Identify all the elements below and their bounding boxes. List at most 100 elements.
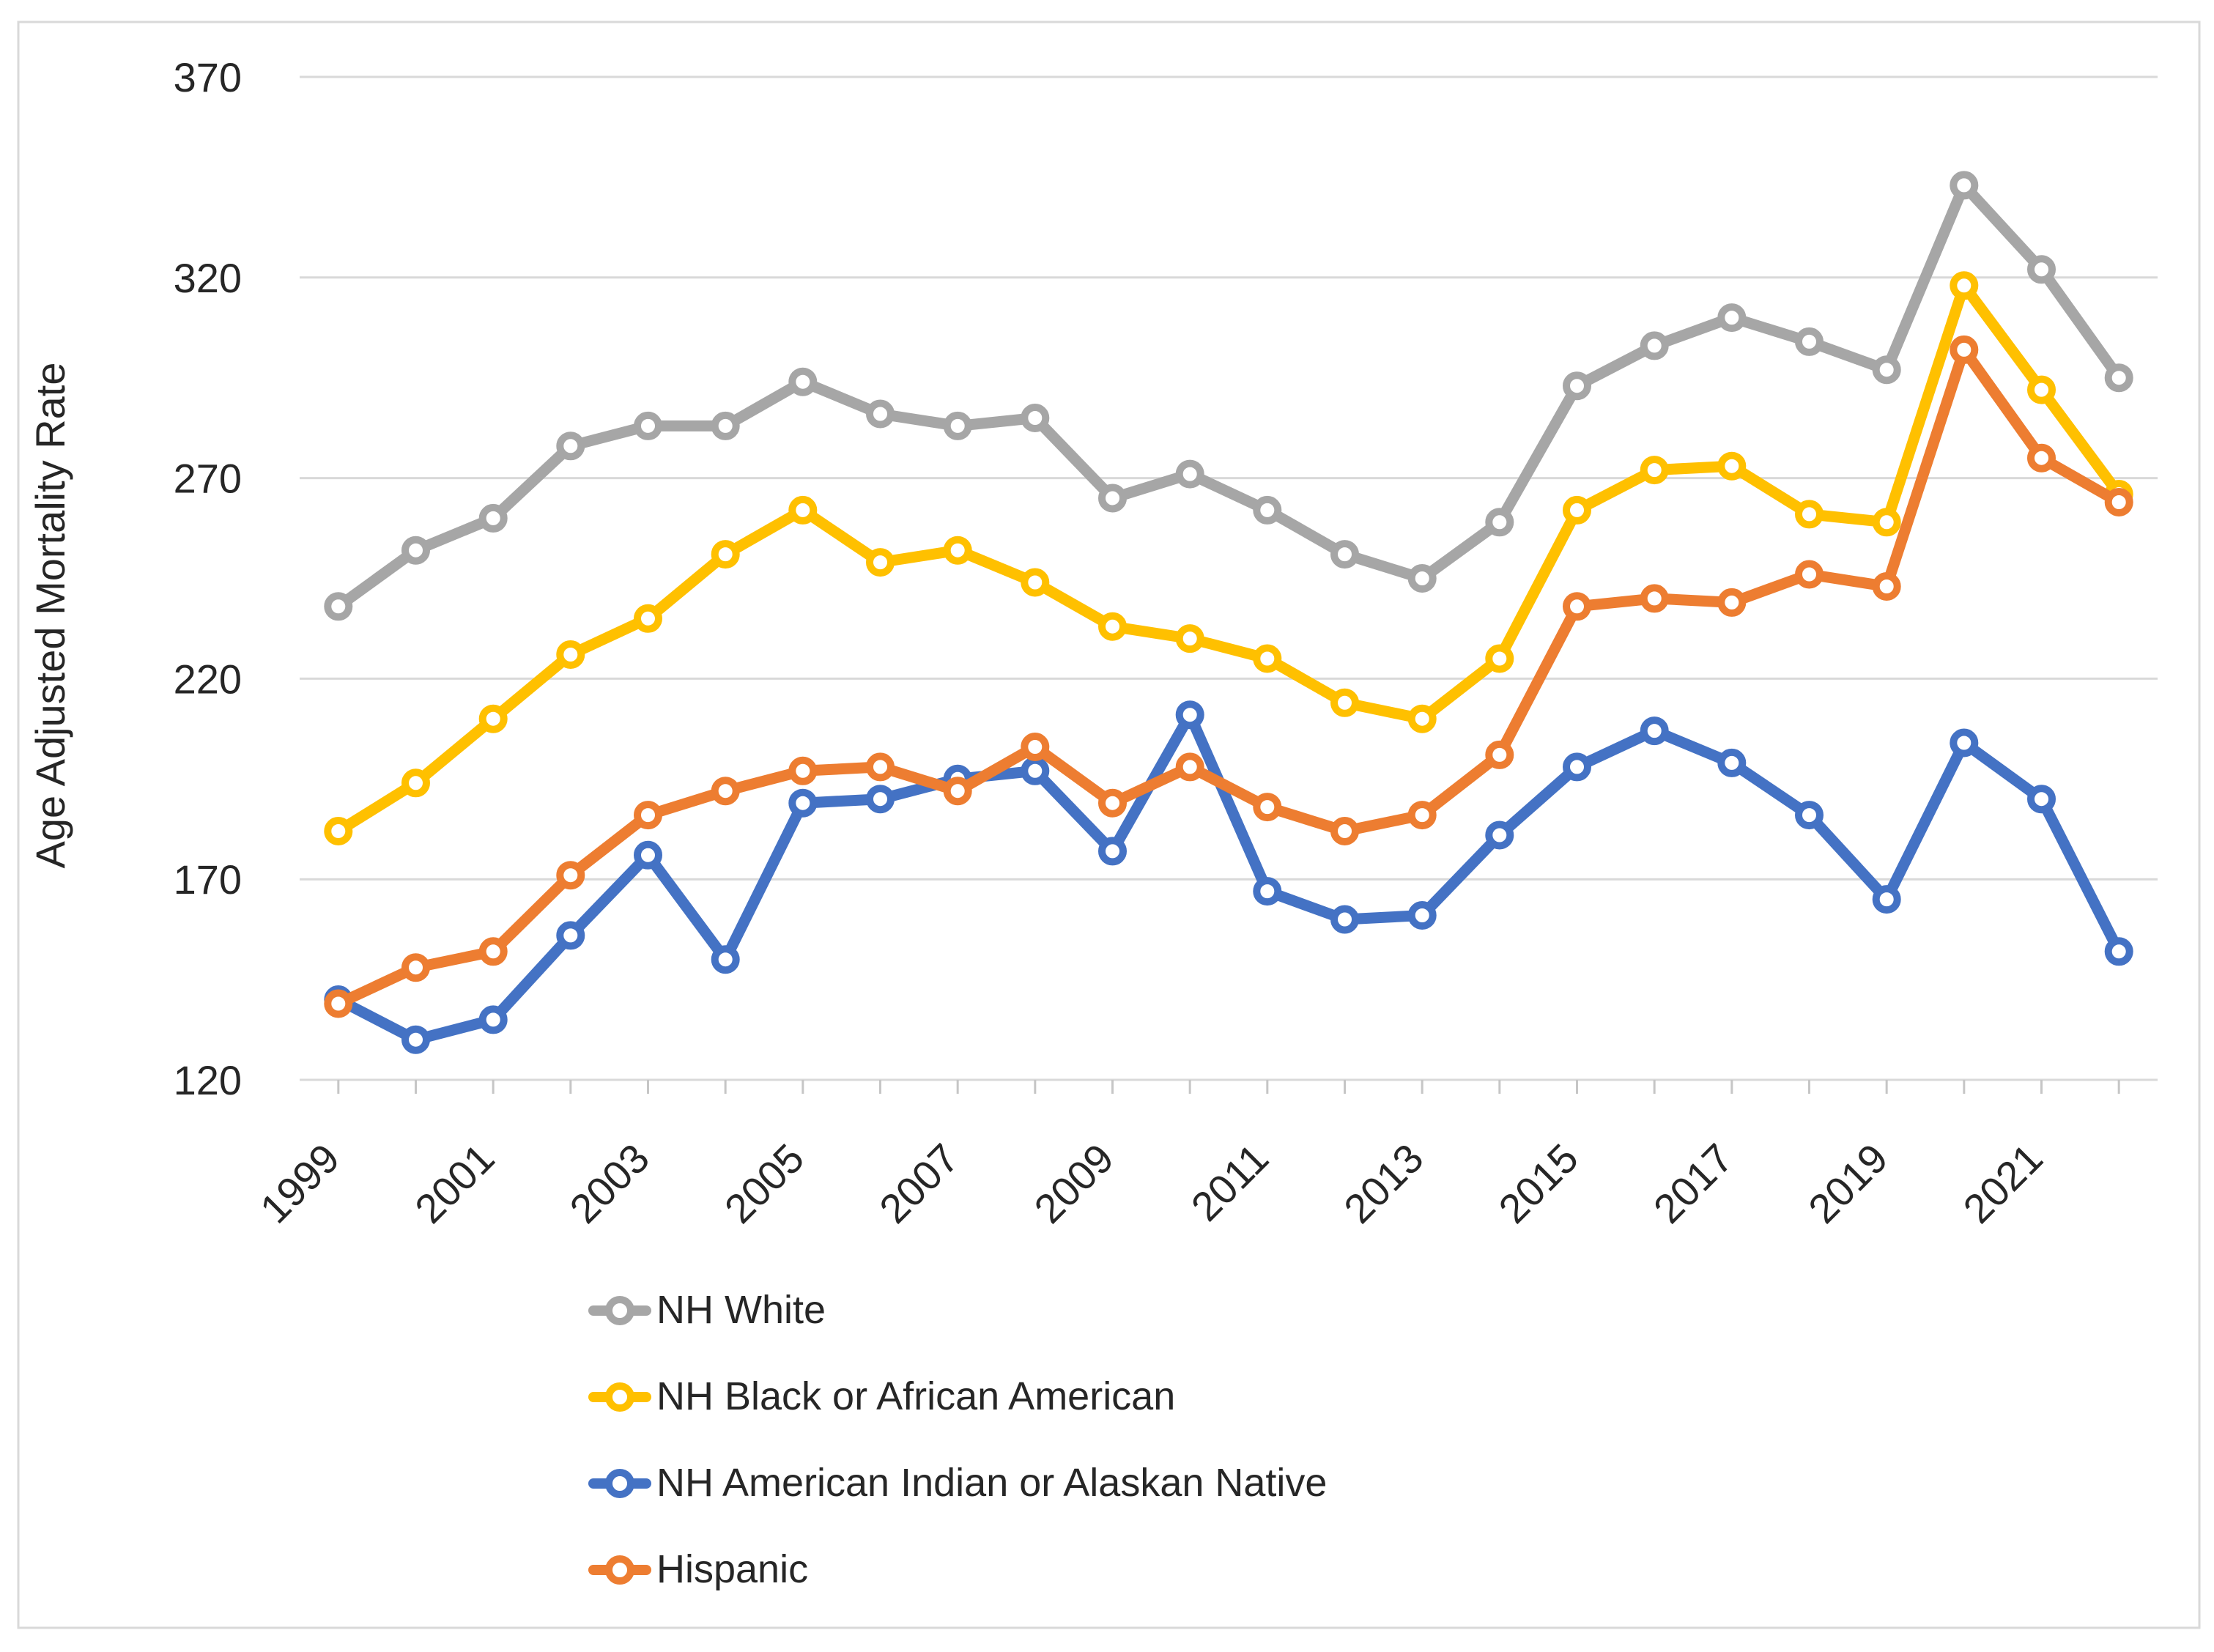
marker-nh-white-2021 <box>2027 255 2056 284</box>
marker-nh-american-indian-or-alaskan-native-2000 <box>401 1025 430 1054</box>
y-tick-label-370: 370 <box>174 54 242 100</box>
marker-nh-black-or-african-american-2016 <box>1640 456 1669 485</box>
marker-nh-white-2003 <box>634 411 662 440</box>
legend-circle-nh-white <box>605 1296 634 1325</box>
legend-label-nh-american-indian-or-alaskan-native: NH American Indian or Alaskan Native <box>656 1461 1328 1505</box>
marker-nh-american-indian-or-alaskan-native-2021 <box>2027 785 2056 814</box>
marker-nh-white-2012 <box>1330 540 1359 569</box>
marker-nh-white-2014 <box>1485 508 1514 537</box>
y-tick-label-170: 170 <box>174 856 242 903</box>
marker-nh-white-2005 <box>788 367 818 396</box>
marker-nh-white-1999 <box>324 592 353 621</box>
marker-hispanic-2017 <box>1717 588 1747 617</box>
marker-nh-american-indian-or-alaskan-native-2004 <box>711 945 740 974</box>
marker-nh-white-2019 <box>1872 355 1901 385</box>
chart-border <box>17 21 2201 1629</box>
marker-nh-black-or-african-american-2009 <box>1098 612 1127 641</box>
marker-nh-black-or-african-american-2015 <box>1563 495 1591 525</box>
marker-nh-american-indian-or-alaskan-native-2020 <box>1950 728 1979 758</box>
legend-circle-nh-black-or-african-american <box>605 1382 634 1412</box>
marker-hispanic-2015 <box>1563 592 1591 621</box>
marker-nh-american-indian-or-alaskan-native-2003 <box>634 840 662 870</box>
legend-circle-hispanic <box>605 1555 634 1585</box>
marker-hispanic-2001 <box>478 937 508 966</box>
marker-hispanic-2007 <box>943 777 972 806</box>
legend-item-nh-black-or-african-american: NH Black or African American <box>588 1373 1327 1421</box>
legend-marker-icon-nh-black-or-african-american <box>588 1381 651 1413</box>
marker-nh-american-indian-or-alaskan-native-2022 <box>2104 937 2133 966</box>
marker-nh-black-or-african-american-2000 <box>401 768 430 798</box>
marker-nh-white-2020 <box>1950 171 1979 200</box>
marker-nh-black-or-african-american-2020 <box>1950 271 1979 300</box>
marker-nh-american-indian-or-alaskan-native-2015 <box>1563 752 1591 782</box>
legend-circle-nh-american-indian-or-alaskan-native <box>605 1469 634 1498</box>
marker-hispanic-2016 <box>1640 584 1669 613</box>
marker-nh-american-indian-or-alaskan-native-2013 <box>1407 901 1437 930</box>
marker-nh-american-indian-or-alaskan-native-2019 <box>1872 885 1901 914</box>
marker-hispanic-2018 <box>1795 560 1824 589</box>
y-tick-label-120: 120 <box>174 1057 242 1103</box>
y-axis-title: Age Adjusted Mortality Rate <box>27 362 73 868</box>
marker-nh-black-or-african-american-2017 <box>1717 451 1747 481</box>
marker-nh-black-or-african-american-1999 <box>324 817 353 845</box>
marker-nh-white-2016 <box>1640 331 1669 360</box>
marker-nh-white-2009 <box>1098 484 1127 513</box>
marker-nh-black-or-african-american-2011 <box>1253 644 1282 673</box>
marker-hispanic-2008 <box>1021 733 1050 761</box>
marker-nh-white-2011 <box>1253 495 1282 525</box>
legend-label-hispanic: Hispanic <box>656 1547 809 1592</box>
marker-nh-american-indian-or-alaskan-native-2006 <box>866 785 895 814</box>
marker-nh-black-or-african-american-2006 <box>866 548 895 577</box>
marker-nh-black-or-african-american-2004 <box>711 540 740 569</box>
marker-nh-white-2002 <box>556 431 585 461</box>
marker-nh-black-or-african-american-2008 <box>1021 568 1050 597</box>
marker-nh-black-or-african-american-2001 <box>478 704 508 733</box>
legend-marker-icon-nh-american-indian-or-alaskan-native <box>588 1467 651 1500</box>
marker-nh-black-or-african-american-2012 <box>1330 688 1359 717</box>
marker-hispanic-2022 <box>2104 488 2133 516</box>
legend-label-nh-black-or-african-american: NH Black or African American <box>656 1374 1176 1419</box>
legend-marker-icon-nh-white <box>588 1294 651 1327</box>
legend-marker-icon-hispanic <box>588 1554 651 1586</box>
marker-nh-american-indian-or-alaskan-native-2009 <box>1098 837 1127 866</box>
y-tick-label-320: 320 <box>174 255 242 301</box>
marker-hispanic-2003 <box>634 801 662 830</box>
marker-hispanic-2013 <box>1407 801 1437 830</box>
legend-label-nh-white: NH White <box>656 1288 826 1333</box>
marker-nh-white-2010 <box>1175 459 1204 489</box>
marker-nh-white-2015 <box>1563 371 1591 401</box>
marker-nh-white-2004 <box>711 411 740 440</box>
marker-nh-american-indian-or-alaskan-native-2011 <box>1253 877 1282 906</box>
marker-hispanic-2002 <box>556 861 585 890</box>
marker-hispanic-2000 <box>401 953 430 982</box>
marker-nh-white-2000 <box>401 536 430 565</box>
marker-hispanic-2012 <box>1330 817 1359 845</box>
legend-item-nh-american-indian-or-alaskan-native: NH American Indian or Alaskan Native <box>588 1459 1327 1508</box>
marker-nh-white-2013 <box>1407 564 1437 593</box>
marker-nh-white-2006 <box>866 399 895 429</box>
marker-nh-black-or-african-american-2007 <box>943 536 972 565</box>
legend-item-hispanic: Hispanic <box>588 1546 1327 1594</box>
marker-hispanic-2005 <box>788 756 818 785</box>
marker-nh-white-2008 <box>1021 404 1050 432</box>
marker-hispanic-1999 <box>324 989 353 1018</box>
marker-hispanic-2011 <box>1253 793 1282 822</box>
marker-nh-black-or-african-american-2018 <box>1795 500 1824 529</box>
series-line-nh-american-indian-or-alaskan-native <box>333 709 2125 1045</box>
marker-nh-black-or-african-american-2013 <box>1407 704 1437 733</box>
marker-nh-white-2017 <box>1717 303 1747 333</box>
marker-hispanic-2021 <box>2027 443 2056 473</box>
marker-nh-black-or-african-american-2005 <box>788 495 818 525</box>
y-tick-label-220: 220 <box>174 656 242 702</box>
marker-nh-american-indian-or-alaskan-native-2008 <box>1021 756 1050 785</box>
marker-nh-american-indian-or-alaskan-native-2001 <box>478 1005 508 1034</box>
marker-hispanic-2009 <box>1098 788 1127 818</box>
marker-nh-black-or-african-american-2019 <box>1872 508 1901 537</box>
marker-nh-american-indian-or-alaskan-native-2016 <box>1640 716 1669 746</box>
marker-hispanic-2006 <box>866 752 895 782</box>
marker-nh-american-indian-or-alaskan-native-2012 <box>1330 905 1359 934</box>
marker-hispanic-2010 <box>1175 752 1204 782</box>
marker-nh-white-2022 <box>2104 363 2133 393</box>
